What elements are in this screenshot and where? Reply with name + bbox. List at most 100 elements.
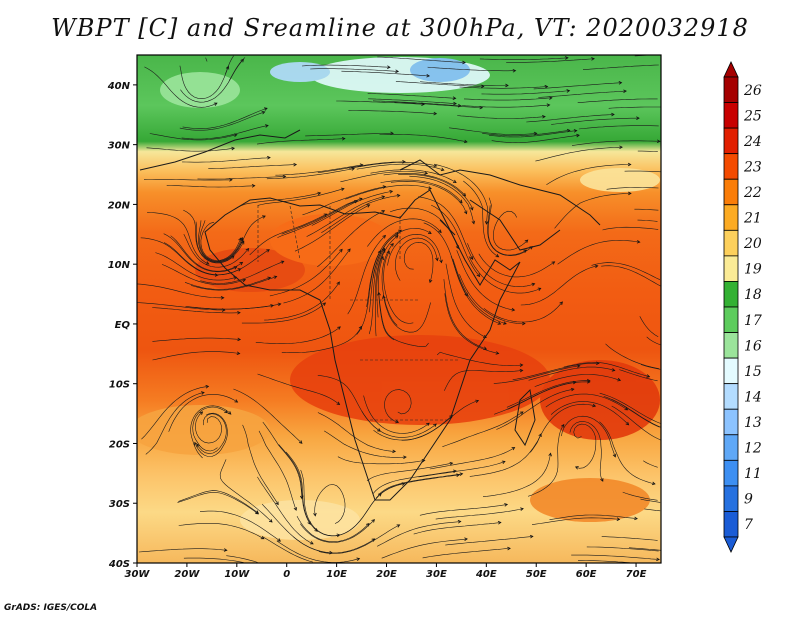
streamline-arrow: [470, 206, 474, 211]
streamline: [196, 413, 227, 454]
streamline: [199, 510, 281, 542]
streamline-arrow: [242, 278, 247, 283]
streamline-arrow: [395, 419, 400, 424]
streamline: [506, 380, 590, 408]
streamline: [314, 484, 346, 524]
streamline-arrow: [559, 301, 563, 306]
streamline: [569, 421, 604, 482]
streamline: [601, 536, 658, 541]
streamline: [444, 293, 499, 354]
streamline: [275, 164, 363, 176]
streamline: [345, 184, 432, 200]
streamline-arrow: [230, 255, 235, 259]
streamline-arrow: [336, 533, 341, 538]
map-area: [137, 55, 661, 563]
colorbar-label: 24: [743, 134, 762, 150]
streamline-arrow: [459, 199, 463, 204]
streamline: [317, 210, 385, 268]
streamline: [302, 186, 386, 216]
streamline: [146, 147, 235, 152]
colorbar-label: 25: [743, 108, 762, 124]
streamline: [140, 237, 218, 276]
streamline-arrow: [570, 387, 575, 392]
streamline: [531, 517, 620, 525]
streamline: [347, 235, 386, 315]
colorbar-swatch: [723, 255, 739, 282]
streamline: [461, 104, 550, 108]
streamline-arrow: [234, 399, 239, 403]
streamline: [384, 389, 412, 423]
streamline: [305, 133, 394, 137]
streamline: [205, 57, 208, 62]
streamline: [293, 536, 375, 554]
map-frame: [136, 54, 662, 564]
streamline: [356, 163, 444, 171]
streamline-arrow: [403, 455, 407, 460]
streamline: [296, 515, 370, 542]
streamline-arrow: [656, 557, 660, 562]
streamline: [489, 130, 577, 138]
streamline: [423, 222, 468, 297]
colorbar-label: 26: [743, 83, 762, 99]
streamline: [177, 492, 259, 515]
colorbar-label: 11: [744, 466, 762, 482]
streamline-arrow: [213, 102, 218, 106]
grads-credit: GrADS: IGES/COLA: [4, 603, 98, 613]
streamline-arrow: [511, 447, 516, 451]
streamline: [257, 373, 340, 405]
colorbar-swatch: [723, 127, 739, 155]
streamline-arrow: [495, 351, 500, 355]
colorbar-top-arrow: [723, 61, 739, 78]
streamline-arrow: [627, 162, 632, 167]
streamline-arrow: [449, 461, 454, 466]
streamline-arrow: [336, 401, 341, 405]
streamline: [152, 351, 240, 361]
streamline-arrow: [462, 192, 467, 197]
streamline-arrow: [617, 377, 622, 382]
streamline: [375, 474, 460, 499]
streamline-arrow: [438, 229, 442, 234]
streamline: [301, 64, 390, 68]
streamline-arrow: [428, 279, 433, 284]
lon-label: 30W: [125, 569, 151, 580]
streamline: [262, 536, 313, 563]
lon-label: 60E: [576, 569, 597, 580]
streamline-arrow: [255, 511, 259, 515]
streamline-arrow: [421, 102, 425, 106]
streamline: [634, 208, 659, 211]
streamline-arrow: [282, 174, 287, 179]
streamline: [611, 405, 661, 441]
streamline: [619, 369, 658, 382]
streamline: [599, 392, 661, 424]
streamline-arrow: [453, 469, 457, 474]
streamline-arrow: [293, 507, 297, 511]
streamline-arrow: [600, 478, 604, 482]
streamline: [403, 241, 434, 283]
streamline: [281, 326, 362, 353]
streamline: [622, 491, 658, 501]
streamline: [349, 161, 437, 169]
streamline-arrow: [231, 146, 236, 151]
streamline: [629, 547, 661, 551]
streamline-arrow: [651, 481, 656, 486]
streamline-arrow: [611, 368, 616, 372]
colorbar: 26 25 24 23 22 21 20 19 18 17 16 15 14 13 12 11 9 7: [723, 61, 762, 553]
streamline-arrow: [322, 302, 327, 306]
streamline: [285, 451, 318, 532]
streamline-arrow: [236, 351, 241, 355]
streamline: [276, 540, 360, 563]
colorbar-swatch: [723, 153, 739, 180]
streamline: [241, 302, 326, 324]
streamline: [170, 235, 243, 272]
streamline: [184, 277, 271, 290]
streamline-arrow: [340, 187, 345, 191]
lat-label: 20S: [109, 439, 130, 450]
streamline: [262, 421, 303, 499]
streamline-arrow: [382, 294, 386, 299]
colorbar-label: 22: [743, 185, 762, 201]
streamline-arrow: [542, 115, 546, 119]
streamline: [194, 412, 228, 457]
streamline-arrow: [224, 409, 228, 414]
streamline: [463, 180, 499, 258]
streamline: [324, 430, 407, 458]
